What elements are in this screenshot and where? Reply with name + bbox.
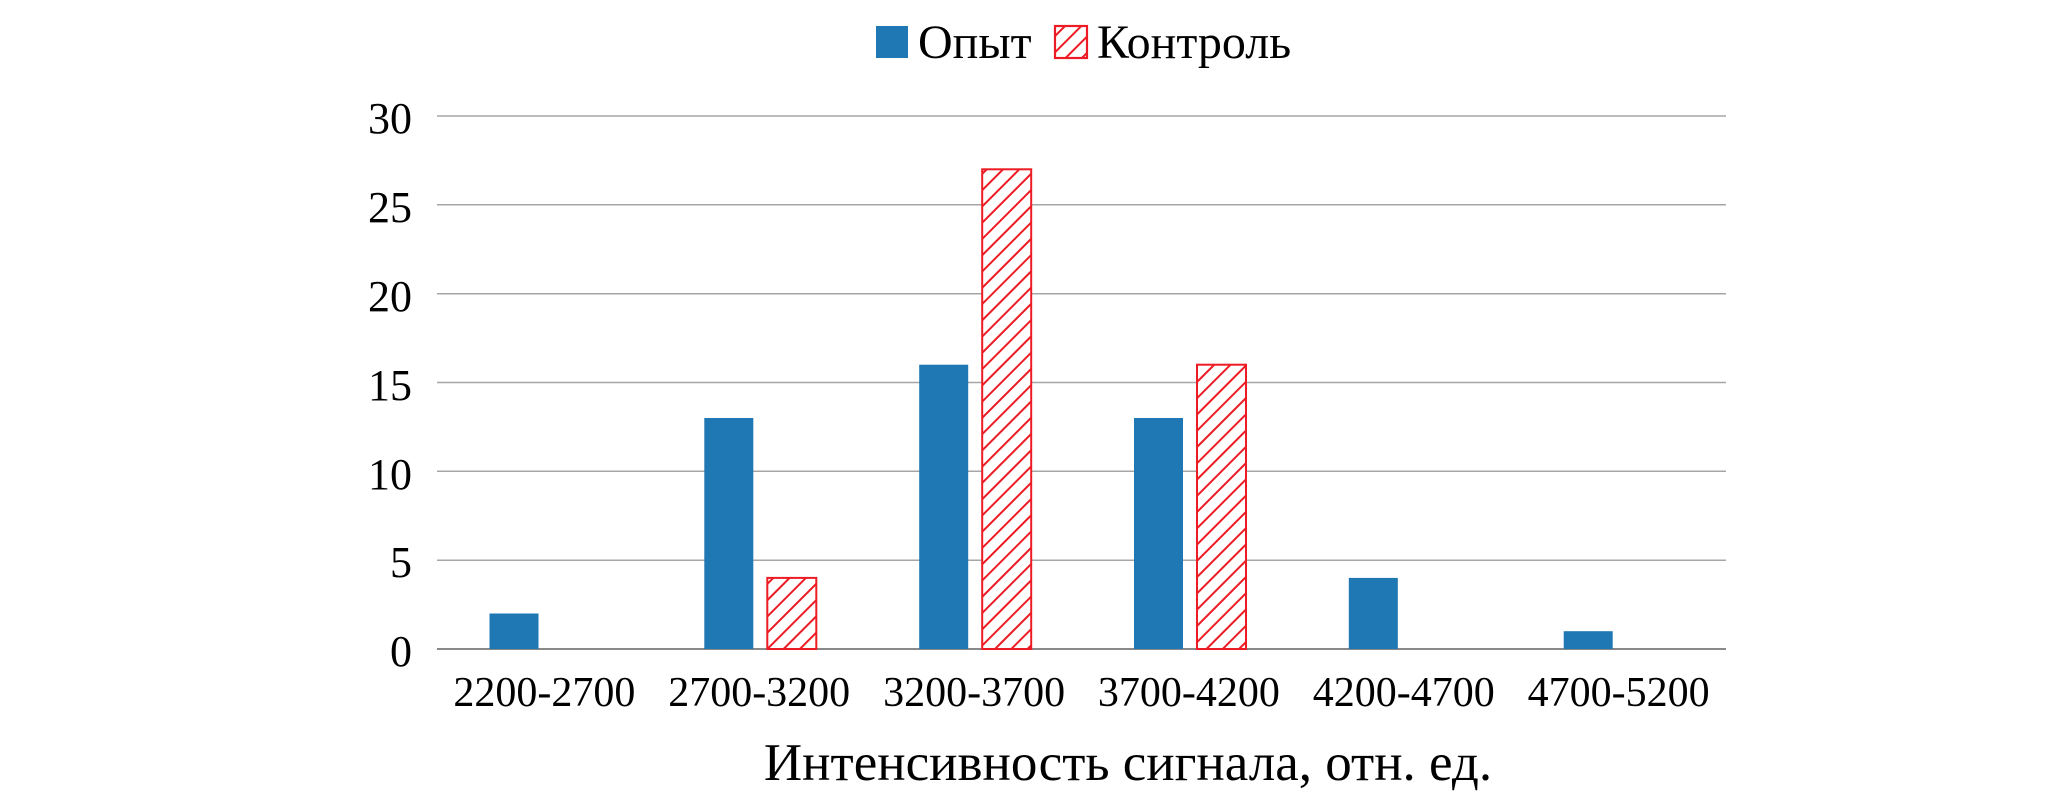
svg-text:30: 30 — [368, 94, 412, 143]
svg-text:25: 25 — [368, 183, 412, 232]
svg-text:15: 15 — [368, 361, 412, 410]
svg-text:4700-5200: 4700-5200 — [1528, 670, 1710, 716]
svg-text:3200-3700: 3200-3700 — [883, 670, 1065, 716]
svg-text:2700-3200: 2700-3200 — [668, 670, 850, 716]
svg-text:4200-4700: 4200-4700 — [1313, 670, 1495, 716]
svg-text:Интенсивность сигнала, отн. ед: Интенсивность сигнала, отн. ед. — [764, 734, 1492, 792]
svg-text:2200-2700: 2200-2700 — [453, 670, 635, 716]
svg-text:3700-4200: 3700-4200 — [1098, 670, 1280, 716]
svg-text:5: 5 — [390, 538, 412, 587]
svg-text:10: 10 — [368, 450, 412, 499]
svg-text:Контроль: Контроль — [1097, 16, 1291, 69]
svg-text:20: 20 — [368, 272, 412, 321]
svg-text:Опыт: Опыт — [918, 16, 1032, 69]
svg-text:0: 0 — [390, 627, 412, 676]
